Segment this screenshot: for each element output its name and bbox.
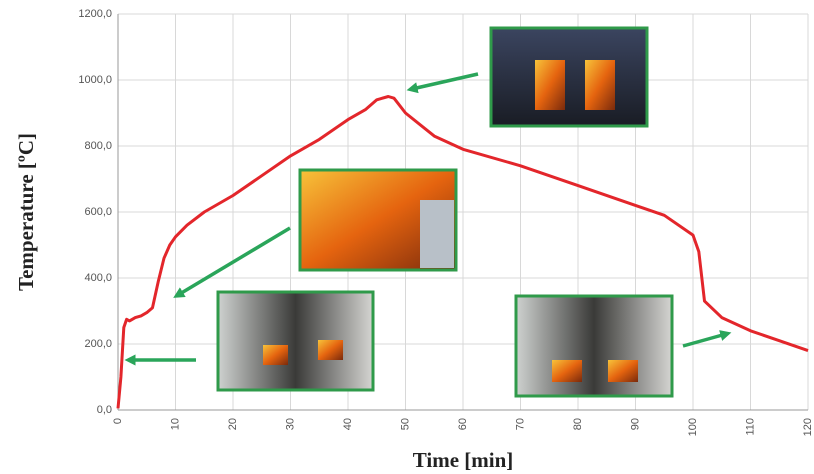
y-axis-title: Temperature [ºC]: [14, 133, 38, 291]
y-tick-label: 400,0: [84, 272, 112, 284]
y-tick-label: 800,0: [84, 140, 112, 152]
x-tick-label: 120: [802, 418, 814, 436]
x-tick-label: 20: [227, 418, 239, 430]
chart: 0,0 200,0 400,0 600,0 800,0 1000,0 1200,0 0 10 20…: [0, 0, 814, 474]
x-tick-label: 0: [112, 418, 124, 424]
flame: [535, 60, 565, 110]
photo: [516, 296, 672, 396]
flame: [318, 340, 343, 360]
photo: [218, 292, 373, 390]
y-tick-label: 0,0: [97, 404, 112, 416]
flame: [585, 60, 615, 110]
building: [420, 200, 454, 268]
x-tick-label: 10: [169, 418, 181, 430]
arrow: [178, 228, 290, 295]
x-tick-label: 100: [687, 418, 699, 436]
flame: [263, 345, 288, 365]
arrow: [412, 74, 478, 89]
y-tick-label: 1200,0: [78, 8, 112, 20]
x-axis-title: Time [min]: [413, 448, 514, 472]
y-tick-label: 600,0: [84, 206, 112, 218]
x-tick-label: 30: [284, 418, 296, 430]
flame: [608, 360, 638, 382]
y-tick-label: 200,0: [84, 338, 112, 350]
x-tick-label: 50: [399, 418, 411, 430]
x-tick-label: 70: [514, 418, 526, 430]
x-tick-label: 90: [629, 418, 641, 430]
x-tick-label: 40: [342, 418, 354, 430]
x-tick-label: 80: [572, 418, 584, 430]
x-tick-label: 110: [744, 418, 756, 436]
y-tick-label: 1000,0: [78, 74, 112, 86]
photo: [491, 28, 647, 126]
flame: [552, 360, 582, 382]
x-tick-label: 60: [457, 418, 469, 430]
